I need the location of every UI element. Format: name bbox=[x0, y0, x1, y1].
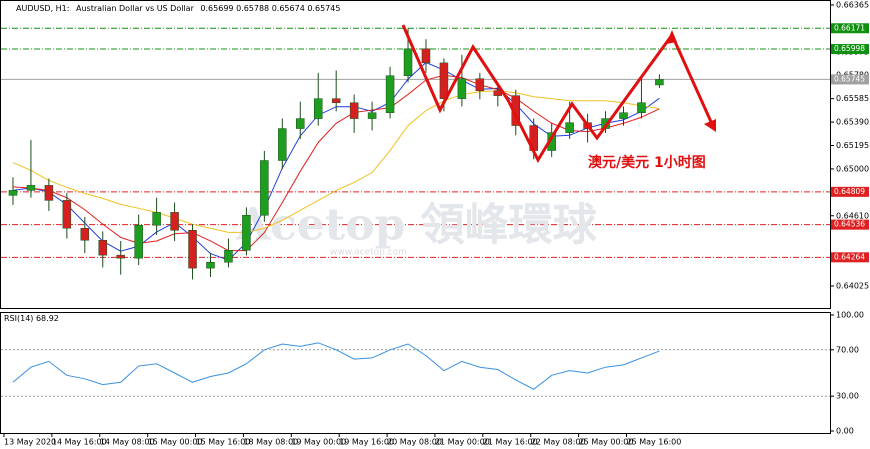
y-tick-label: 0.65585 bbox=[836, 94, 869, 103]
x-tick-label: 21 May 16:00 bbox=[483, 438, 538, 447]
level-box bbox=[831, 44, 869, 55]
candle-body bbox=[206, 261, 215, 269]
level-box bbox=[831, 252, 869, 263]
candle-body bbox=[403, 48, 413, 76]
candle-body bbox=[619, 112, 628, 119]
y-tick-label: 70.00 bbox=[836, 345, 859, 354]
level-label: 0.64264 bbox=[834, 252, 865, 261]
x-tick-label: 19 May 16:00 bbox=[339, 438, 394, 447]
candle-body bbox=[62, 200, 72, 229]
x-tick-label: 15 May 00:00 bbox=[148, 438, 203, 447]
watermark: Acetop 領峰環球 bbox=[235, 200, 598, 251]
y-tick-label: 0.65195 bbox=[836, 141, 869, 150]
x-tick-label: 25 May 16:00 bbox=[626, 438, 681, 447]
rsi-label: RSI(14) 68.92 bbox=[4, 314, 59, 323]
y-tick-label: 100.00 bbox=[836, 311, 864, 320]
y-tick-label: 0.64610 bbox=[836, 211, 869, 220]
level-label: 0.64809 bbox=[834, 187, 865, 196]
candle-body bbox=[260, 160, 269, 216]
candle-body bbox=[80, 227, 90, 241]
moving-average bbox=[12, 90, 660, 233]
x-tick-label: 13 May 2020 bbox=[4, 438, 56, 447]
rsi-panel bbox=[0, 312, 831, 434]
x-tick-label: 21 May 00:00 bbox=[435, 438, 490, 447]
candle-body bbox=[170, 212, 179, 231]
level-label: 0.66171 bbox=[834, 23, 865, 32]
candle-body bbox=[421, 48, 431, 64]
candle-body bbox=[331, 98, 341, 103]
y-tick-label: 0.00 bbox=[836, 427, 854, 436]
open: 0.65699 bbox=[200, 4, 233, 13]
candle-body bbox=[313, 98, 323, 119]
rsi-value: 68.92 bbox=[36, 314, 59, 323]
symbol: AUDUSD, H1: bbox=[16, 4, 69, 13]
level-label: 0.65998 bbox=[834, 44, 865, 53]
candle-body bbox=[565, 122, 574, 133]
candle-body bbox=[385, 75, 395, 113]
x-tick-label: 25 May 00:00 bbox=[579, 438, 634, 447]
candle-body bbox=[296, 118, 305, 129]
candle-body bbox=[188, 230, 197, 269]
rsi-line bbox=[12, 342, 660, 390]
candle-body bbox=[224, 249, 233, 263]
y-tick-label: 0.66365 bbox=[836, 0, 869, 9]
main-panel bbox=[0, 0, 831, 309]
annotation: 澳元/美元 1小时图 bbox=[588, 154, 706, 171]
x-tick-label: 19 May 00:00 bbox=[291, 438, 346, 447]
candle-body bbox=[8, 190, 18, 196]
level-box bbox=[831, 74, 869, 85]
level-box bbox=[831, 219, 869, 230]
candle-body bbox=[637, 102, 646, 113]
y-tick-label: 30.00 bbox=[836, 392, 859, 401]
arrow-head bbox=[704, 119, 716, 132]
watermark-url: www.acetop.com bbox=[330, 248, 407, 258]
x-tick-label: 20 May 08:00 bbox=[387, 438, 442, 447]
zigzag-arrow bbox=[401, 24, 714, 164]
level-label: 0.64536 bbox=[834, 220, 865, 229]
candle-body bbox=[116, 254, 125, 259]
candle-body bbox=[439, 62, 449, 99]
x-tick-label: 15 May 16:00 bbox=[196, 438, 251, 447]
candle-body bbox=[367, 112, 377, 119]
x-tick-label: 22 May 08:00 bbox=[531, 438, 586, 447]
candle-body bbox=[134, 224, 143, 259]
x-tick-label: 14 May 16:00 bbox=[52, 438, 107, 447]
close: 0.65745 bbox=[307, 4, 340, 13]
candle-body bbox=[98, 240, 108, 256]
level-box bbox=[831, 186, 869, 197]
x-tick-label: 14 May 08:00 bbox=[100, 438, 155, 447]
zigzag-annotation bbox=[401, 24, 716, 164]
level-box bbox=[831, 23, 869, 34]
description: Australian Dollar vs US Dollar bbox=[76, 4, 195, 13]
low: 0.65674 bbox=[272, 4, 305, 13]
candle-body bbox=[242, 215, 251, 251]
candle-body bbox=[278, 128, 287, 161]
plot bbox=[8, 28, 664, 280]
candle-body bbox=[457, 78, 467, 99]
candle-body bbox=[475, 78, 485, 91]
candle-body bbox=[655, 79, 664, 86]
level-label: 0.65745 bbox=[834, 74, 865, 83]
candle-body bbox=[349, 102, 359, 119]
y-tick-label: 0.64025 bbox=[836, 282, 869, 291]
x-tick-label: 18 May 08:00 bbox=[243, 438, 298, 447]
candle-body bbox=[26, 185, 36, 191]
rsi-name: RSI(14) bbox=[4, 314, 33, 323]
candle-body bbox=[152, 212, 161, 226]
high: 0.65788 bbox=[236, 4, 269, 13]
y-tick-label: 0.65000 bbox=[836, 164, 869, 173]
arrow-head bbox=[666, 30, 677, 44]
y-tick-label: 0.65390 bbox=[836, 118, 869, 127]
candle-body bbox=[44, 185, 54, 201]
header: AUDUSD, H1: Australian Dollar vs US Doll… bbox=[16, 4, 340, 13]
